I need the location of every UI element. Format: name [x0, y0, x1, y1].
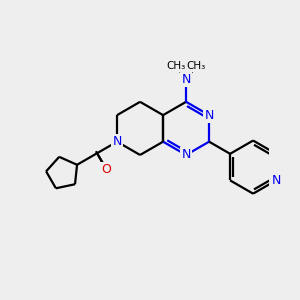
Text: CH₃: CH₃ — [186, 61, 206, 71]
Text: N: N — [272, 174, 281, 187]
Text: CH₃: CH₃ — [167, 61, 186, 71]
Text: O: O — [101, 163, 111, 176]
Text: N: N — [182, 74, 191, 86]
Text: N: N — [112, 135, 122, 148]
Text: N: N — [204, 109, 214, 122]
Text: N: N — [182, 148, 191, 161]
